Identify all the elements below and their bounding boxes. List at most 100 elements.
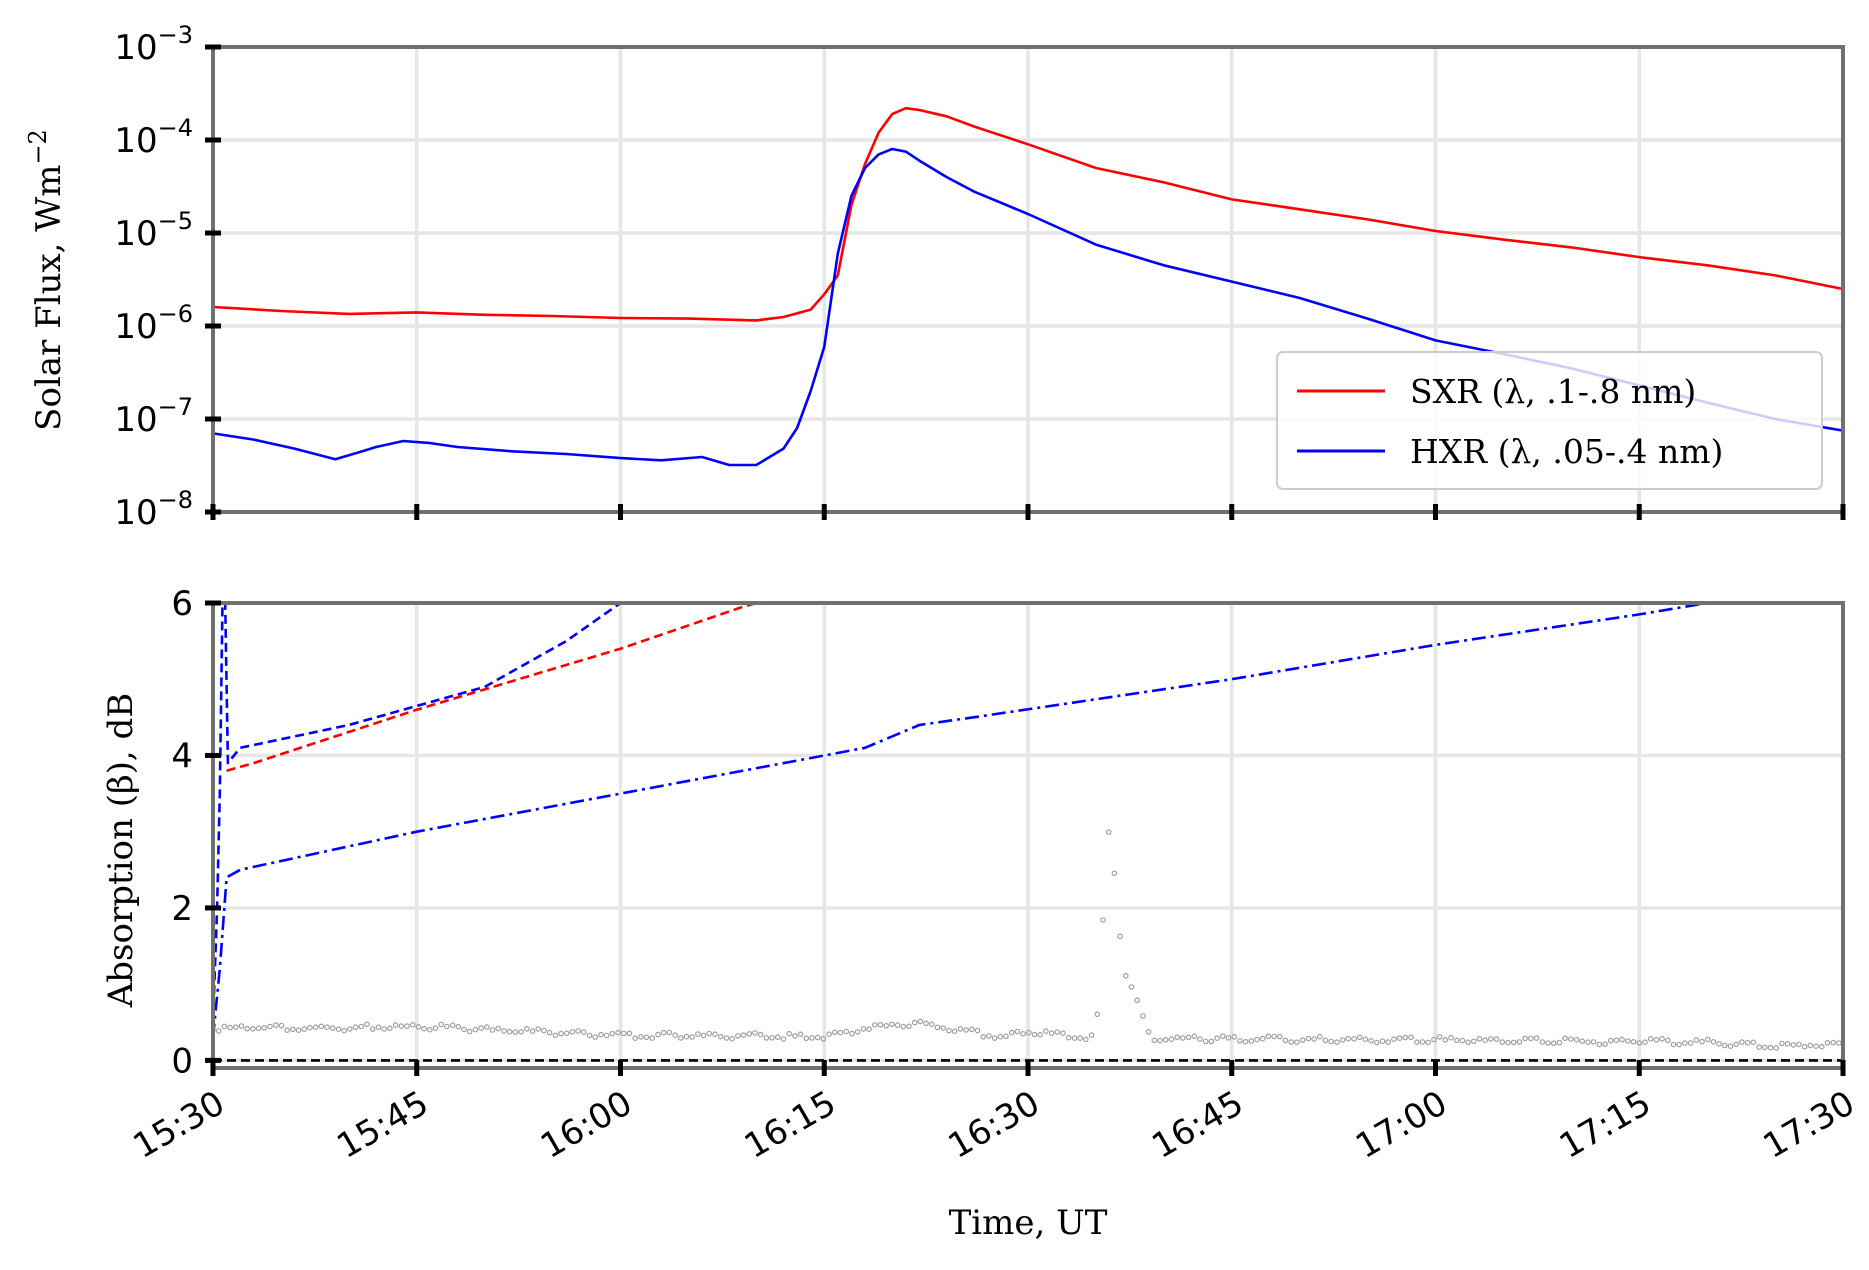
absorption-data-marker [255, 1025, 262, 1032]
absorption-data-marker [563, 1030, 570, 1037]
x-tick-label: 16:30 [942, 1083, 1047, 1167]
absorption-data-marker [854, 1029, 861, 1035]
legend-label-hxr: HXR (λ, .05-.4 nm) [1410, 432, 1723, 471]
x-tick-label: 16:15 [738, 1083, 843, 1167]
absorption-data-marker [358, 1023, 365, 1030]
legend-label-sxr: SXR (λ, .1-.8 nm) [1410, 372, 1696, 411]
absorption-data-marker [963, 1027, 969, 1033]
absorption-data-marker [1328, 1038, 1335, 1045]
absorption-data-marker [375, 1024, 382, 1031]
absorption-data-marker [786, 1030, 793, 1037]
absorption-data-marker [1237, 1038, 1243, 1044]
absorption-data-marker [1471, 1038, 1477, 1045]
absorption-data-marker [1299, 1037, 1306, 1043]
absorption-data-marker [1396, 1035, 1403, 1042]
absorption-data-marker [1756, 1044, 1762, 1050]
absorption-data-marker [387, 1025, 393, 1032]
absorption-data-marker [1516, 1039, 1523, 1045]
absorption-data-marker [392, 1022, 399, 1028]
absorption-data-marker [569, 1029, 576, 1035]
absorption-data-marker [997, 1033, 1004, 1040]
absorption-data-marker [1071, 1035, 1078, 1041]
absorption-data-marker [312, 1024, 319, 1031]
absorption-data-marker [1779, 1040, 1785, 1047]
absorption-data-marker [1590, 1039, 1597, 1045]
absorption-data-marker [666, 1029, 673, 1036]
absorption-data-marker [906, 1023, 912, 1030]
absorption-data-marker [1191, 1033, 1198, 1040]
absorption-data-marker [1505, 1039, 1511, 1046]
absorption-data-marker [1117, 933, 1123, 940]
absorption-data-marker [1482, 1037, 1489, 1044]
absorption-data-marker [1065, 1034, 1072, 1041]
flux-panel: 10−8 10−7 10−6 10−5 10−4 10−3 Solar Flux, Wm−… [24, 21, 1846, 533]
absorption-data-marker [1762, 1044, 1768, 1051]
absorption-data-marker [1676, 1041, 1683, 1048]
absorption-data-marker [1733, 1041, 1740, 1048]
absorption-data-marker [1539, 1039, 1546, 1045]
absorption-data-marker [1465, 1039, 1471, 1046]
absorption-data-marker [1790, 1042, 1797, 1048]
absorption-data-marker [1602, 1041, 1608, 1048]
absorption-data-marker [1522, 1035, 1528, 1042]
absorption-data-marker [860, 1026, 867, 1032]
absorption-data-marker [1157, 1037, 1163, 1044]
absorption-data-marker [1442, 1037, 1449, 1043]
absorption-data-marker [1379, 1038, 1386, 1045]
absorption-data-marker [1054, 1029, 1061, 1035]
absorption-data-marker [1739, 1039, 1745, 1045]
absorption-data-marker [592, 1034, 599, 1040]
absorption-data-marker [1088, 1032, 1095, 1038]
absorption-data-marker [1453, 1037, 1460, 1044]
absorption-data-marker [603, 1032, 610, 1039]
absorption-data-marker [1311, 1036, 1317, 1042]
absorption-data-marker [866, 1026, 872, 1033]
absorption-data-marker [1476, 1036, 1483, 1042]
absorption-data-marker [763, 1035, 770, 1041]
absorption-data-marker [341, 1027, 348, 1034]
absorption-data-marker [244, 1025, 251, 1032]
absorption-data-marker [1682, 1040, 1688, 1046]
absorption-data-marker [1008, 1029, 1015, 1036]
absorption-data-marker [797, 1031, 804, 1038]
absorption-data-marker [1408, 1034, 1414, 1041]
absorption-data-marker [780, 1036, 787, 1042]
absorption-data-marker [272, 1022, 279, 1028]
absorption-data-marker [449, 1022, 456, 1028]
absorption-data-marker [1607, 1037, 1614, 1044]
absorption-data-marker [290, 1026, 296, 1033]
x-tick-label: 16:45 [1145, 1083, 1250, 1167]
absorption-data-marker [1488, 1036, 1494, 1042]
x-axis-label: Time, UT [949, 1203, 1108, 1243]
absorption-data-marker [1459, 1037, 1466, 1044]
absorption-data-marker [307, 1024, 313, 1031]
absorption-data-marker [535, 1026, 542, 1032]
absorption-data-marker [1385, 1039, 1392, 1045]
absorption-data-marker [1339, 1037, 1346, 1043]
absorption-data-marker [432, 1025, 439, 1032]
absorption-data-marker [1419, 1039, 1426, 1045]
absorption-data-marker [1824, 1040, 1831, 1046]
absorption-data-marker [1653, 1037, 1660, 1043]
absorption-data-marker [1168, 1036, 1175, 1043]
absorption-data-marker [1277, 1033, 1283, 1040]
absorption-data-marker [1271, 1033, 1277, 1040]
x-tick-label: 17:15 [1553, 1083, 1658, 1167]
absorption-data-marker [466, 1028, 473, 1035]
absorption-data-marker [489, 1027, 496, 1033]
absorption-data-marker [1048, 1030, 1055, 1037]
absorption-data-marker [706, 1030, 713, 1037]
legend-box [1276, 351, 1823, 490]
absorption-data-marker [1100, 917, 1106, 923]
absorption-data-marker [911, 1019, 918, 1026]
absorption-data-marker [735, 1033, 741, 1039]
absorption-data-marker [1556, 1039, 1563, 1046]
absorption-data-marker [655, 1031, 661, 1038]
absorption-data-marker [586, 1032, 593, 1039]
absorption-data-marker [723, 1035, 730, 1041]
absorption-data-marker [381, 1026, 387, 1032]
absorption-data-marker [632, 1035, 639, 1042]
absorption-data-marker [809, 1035, 815, 1041]
absorption-data-marker [529, 1028, 536, 1035]
absorption-data-marker [752, 1030, 758, 1036]
